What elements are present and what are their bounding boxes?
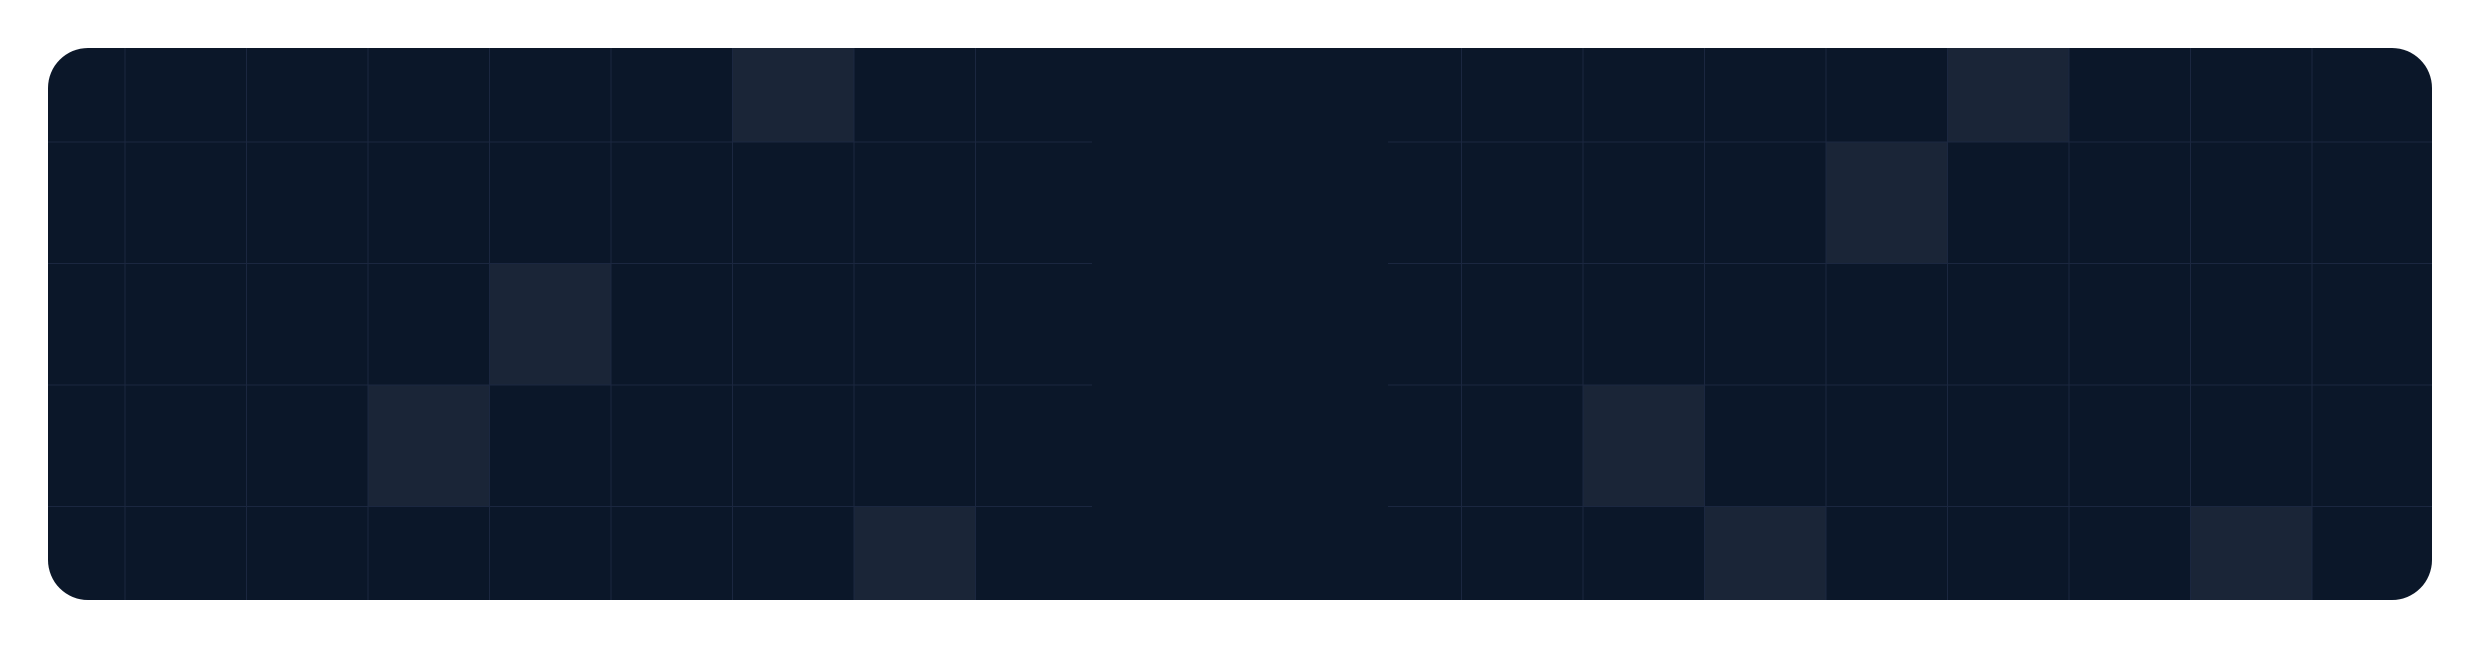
highlighted-cell xyxy=(2190,506,2312,600)
highlighted-cell xyxy=(1704,506,1826,600)
highlighted-cell xyxy=(732,48,854,142)
highlighted-cell xyxy=(1947,48,2069,142)
highlighted-cell xyxy=(489,263,611,385)
highlighted-cell xyxy=(1826,142,1948,264)
grid-pattern xyxy=(48,48,2432,600)
grid-panel xyxy=(48,48,2432,600)
center-blank-region xyxy=(1092,48,1388,600)
highlighted-cell xyxy=(854,506,976,600)
grid-svg xyxy=(48,48,2432,600)
highlighted-cell xyxy=(368,385,490,507)
highlighted-cell xyxy=(1583,385,1705,507)
